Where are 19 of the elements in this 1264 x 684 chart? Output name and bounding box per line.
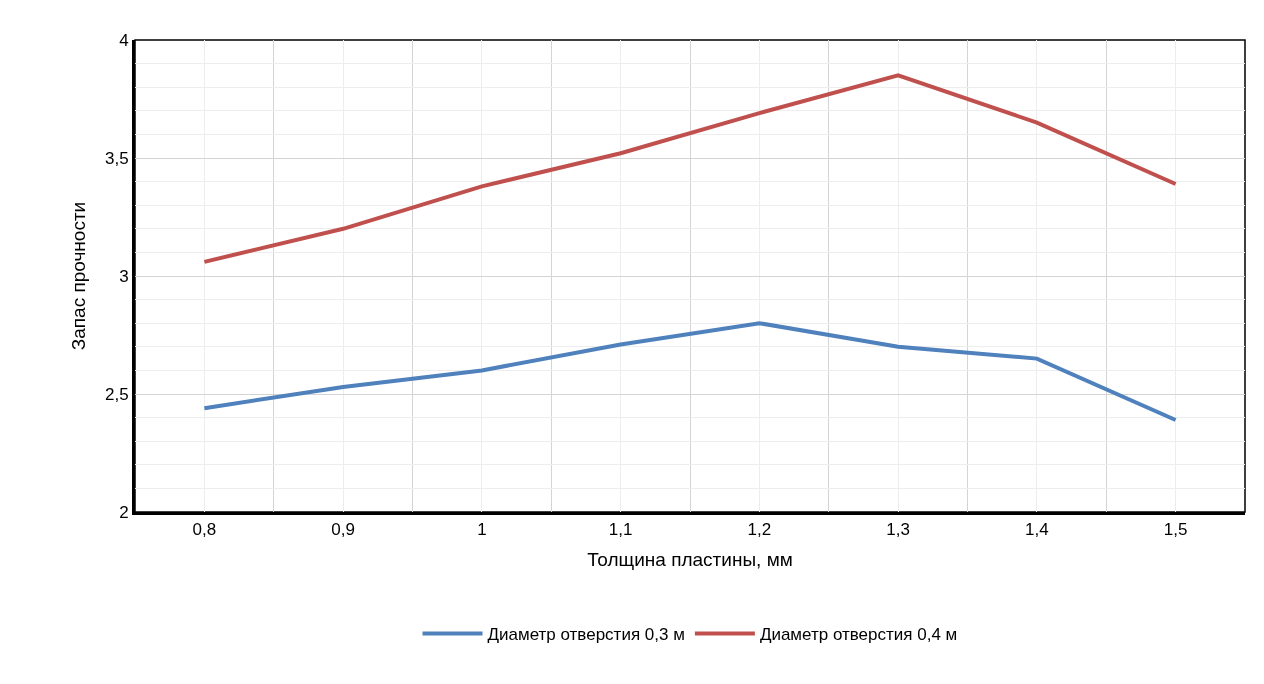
x-tick-label: 1,4 [1025, 520, 1049, 540]
x-axis-title: Толщина пластины, мм [587, 549, 793, 571]
x-tick-label: 1,2 [747, 520, 772, 540]
line-series [202, 73, 1178, 264]
y-tick-label: 3 [119, 266, 129, 286]
x-tick-label: 0,9 [331, 520, 355, 540]
legend-label: Диаметр отверстия 0,3 м [487, 625, 685, 645]
x-tick-label: 1,1 [608, 520, 633, 540]
y-tick-label: 2,5 [104, 384, 129, 404]
x-tick-label: 1 [477, 520, 487, 540]
legend-label: Диаметр отверстия 0,4 м [759, 625, 958, 645]
y-tick-label: 3,5 [104, 148, 129, 168]
y-axis-title: Запас прочности [67, 201, 89, 351]
y-tick-label: 4 [119, 30, 129, 50]
x-tick-label: 1,3 [886, 520, 910, 540]
x-tick-label: 1,5 [1163, 520, 1188, 540]
line-series [202, 321, 1178, 422]
y-tick-label: 2 [119, 502, 129, 522]
x-tick-label: 0,8 [192, 520, 217, 540]
